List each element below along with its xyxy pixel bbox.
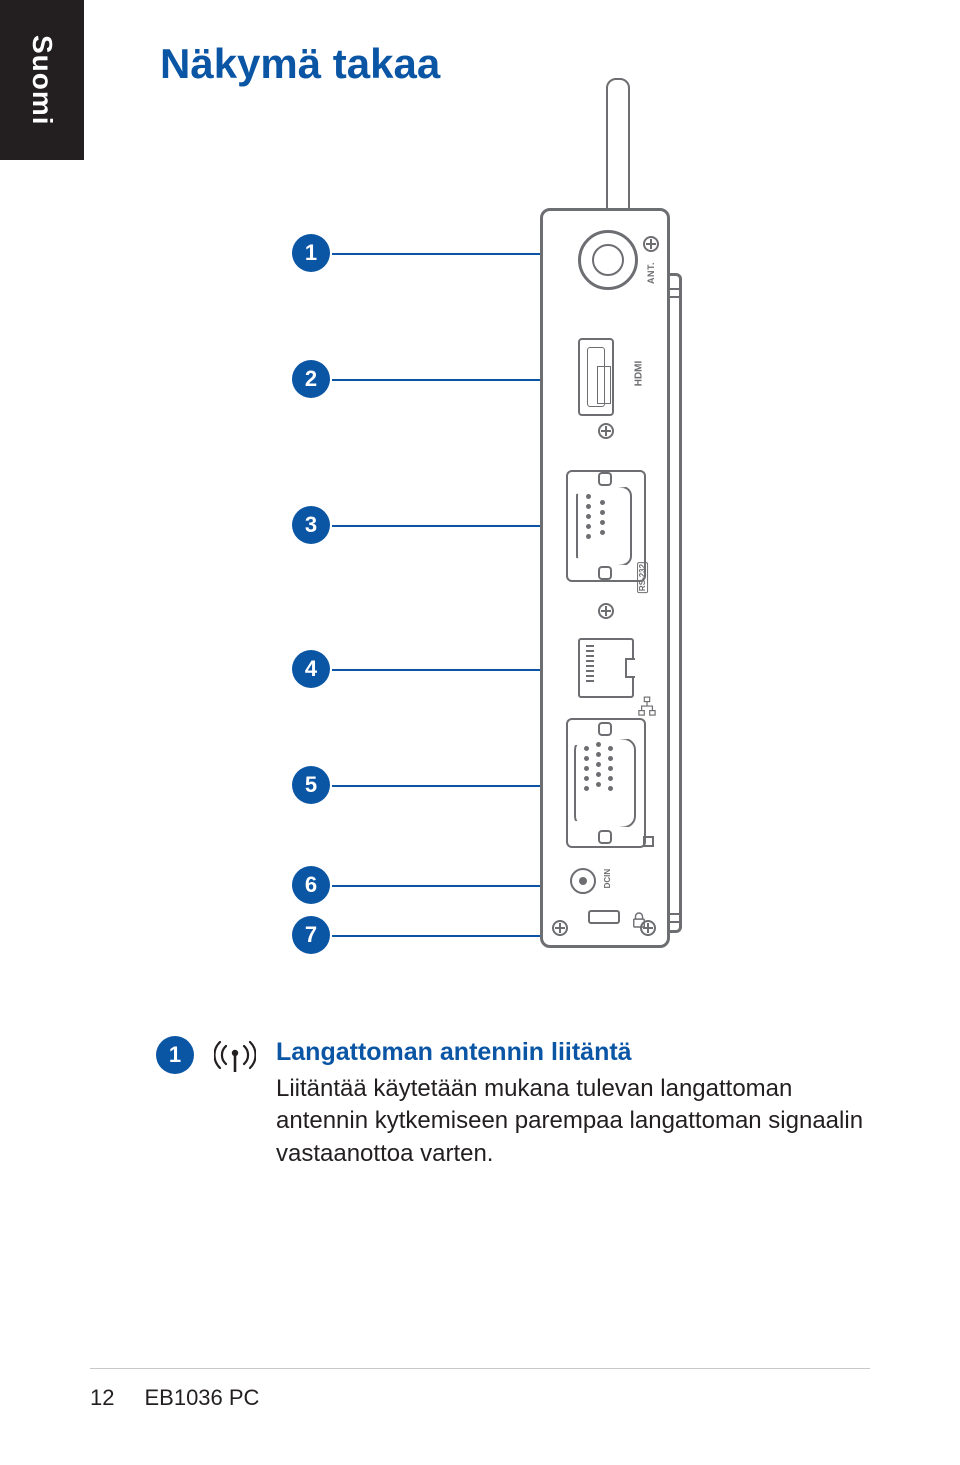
callout-4: 4 — [292, 650, 330, 688]
description-title: Langattoman antennin liitäntä — [276, 1038, 870, 1067]
callout-line-4 — [332, 669, 566, 671]
hdmi-label: HDMI — [633, 361, 644, 387]
screw-icon — [640, 920, 656, 936]
footer-rule — [90, 1368, 870, 1369]
device-side-strip — [670, 273, 682, 933]
kensington-slot-icon — [588, 910, 620, 924]
wireless-icon — [214, 1038, 256, 1072]
page-number: 12 — [90, 1385, 114, 1411]
callout-7: 7 — [292, 916, 330, 954]
callout-5: 5 — [292, 766, 330, 804]
dc-label: DCIN — [604, 869, 611, 889]
page-title: Näkymä takaa — [160, 40, 870, 88]
callout-6: 6 — [292, 866, 330, 904]
antenna-label: ANT. — [646, 262, 656, 284]
callout-line-2 — [332, 379, 562, 381]
page-footer: 12 EB1036 PC — [90, 1385, 259, 1411]
callout-line-6 — [332, 885, 548, 887]
device-drawing: ANT. HDMI RS-232 — [540, 208, 670, 948]
description-body: Liitäntää käytetään mukana tulevan langa… — [276, 1073, 870, 1170]
callout-line-5 — [332, 785, 566, 787]
ethernet-port-icon — [578, 638, 634, 698]
language-tab: Suomi — [0, 0, 84, 160]
callout-line-1 — [332, 253, 562, 255]
screw-icon — [598, 423, 614, 439]
screw-icon — [598, 603, 614, 619]
callout-3: 3 — [292, 506, 330, 544]
network-icon — [638, 696, 656, 718]
callout-2: 2 — [292, 360, 330, 398]
screw-icon — [552, 920, 568, 936]
screw-icon — [643, 236, 659, 252]
callout-line-7 — [332, 935, 562, 937]
manual-page: Suomi Näkymä takaa 1 2 3 4 5 6 7 — [0, 0, 960, 1465]
callout-1: 1 — [292, 234, 330, 272]
monitor-icon — [643, 836, 654, 847]
description-number: 1 — [156, 1036, 194, 1074]
document-name: EB1036 PC — [144, 1385, 259, 1411]
description-item: 1 Langattoman antennin liitäntä Liitäntä… — [166, 1038, 870, 1170]
serial-label: RS-232 — [637, 562, 648, 593]
language-tab-label: Suomi — [26, 35, 58, 126]
callout-line-3 — [332, 525, 562, 527]
hdmi-port-icon — [578, 338, 614, 416]
rear-view-diagram: 1 2 3 4 5 6 7 ANT. — [60, 138, 870, 1008]
